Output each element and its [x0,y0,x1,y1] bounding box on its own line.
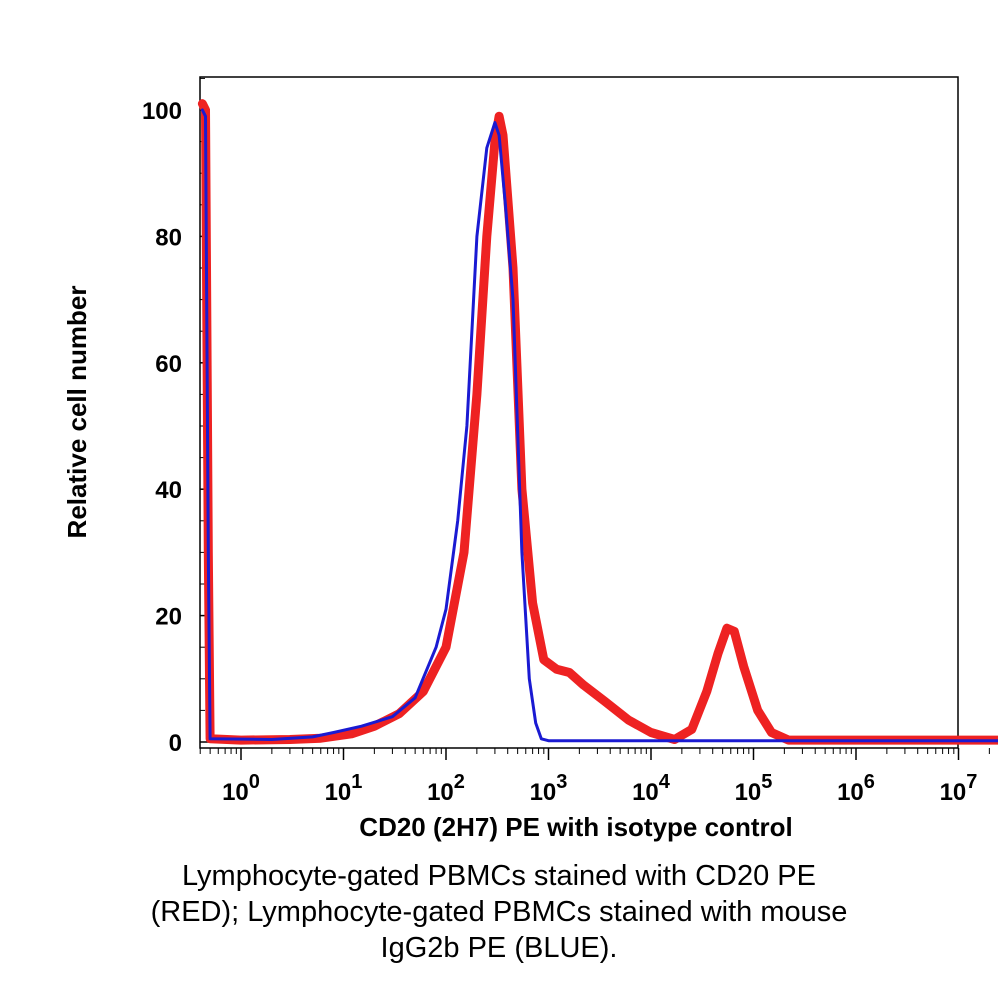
x-tick-label: 106 [837,771,875,806]
x-tick-label: 100 [222,771,260,806]
x-axis-title: CD20 (2H7) PE with isotype control [359,812,792,842]
y-tick-label: 100 [142,98,182,125]
x-tick-label: 103 [530,771,568,806]
y-tick-label: 20 [155,604,182,631]
y-tick-label: 60 [155,351,182,378]
series-layer [197,99,998,745]
series-line-red [197,99,998,745]
x-tick-label: 107 [940,771,978,806]
x-tick-label: 101 [325,771,363,806]
y-tick-label: 40 [155,477,182,504]
x-tick-label: 104 [632,771,671,806]
caption-line-1: Lymphocyte-gated PBMCs stained with CD20… [182,860,816,892]
x-tick-label: 105 [735,771,773,806]
series-line-blue [200,108,998,743]
caption-line-3: IgG2b PE (BLUE). [380,932,618,964]
y-axis-title: Relative cell number [62,286,92,539]
x-axis-ticks: 100 101 102 103 104 105 106 107 [199,748,990,806]
y-tick-label: 0 [169,730,182,757]
y-tick-label: 80 [155,224,182,251]
x-tick-label: 102 [427,771,465,806]
caption-line-2: (RED); Lymphocyte-gated PBMCs stained wi… [150,896,848,928]
plot-frame [199,76,959,749]
figure-caption: Lymphocyte-gated PBMCs stained with CD20… [0,858,998,966]
